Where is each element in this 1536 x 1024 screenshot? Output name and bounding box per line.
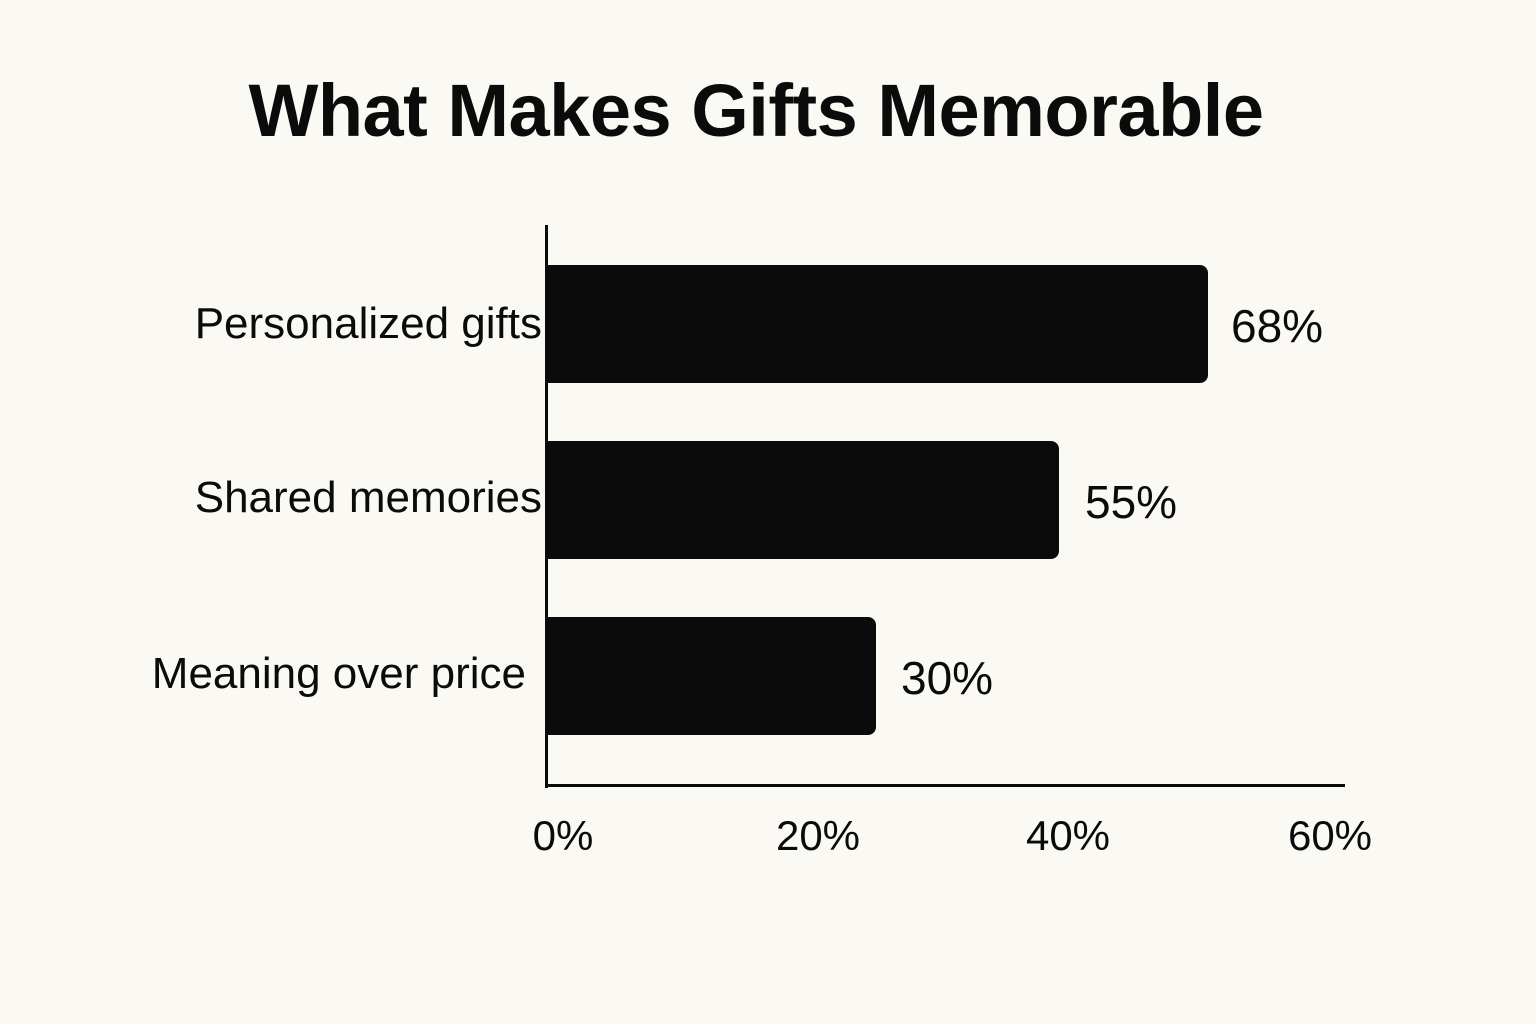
category-label: Shared memories <box>194 473 542 522</box>
chart-title: What Makes Gifts Memorable <box>248 69 1264 152</box>
bar-meaning-over-price <box>547 617 876 735</box>
x-tick-label: 20% <box>775 812 861 859</box>
category-label: Meaning over price <box>151 649 526 698</box>
x-tick-label: 40% <box>1025 812 1111 859</box>
bar-shared-memories <box>547 441 1059 559</box>
x-tick-label: 60% <box>1287 812 1373 859</box>
category-label: Personalized gifts <box>194 299 542 348</box>
bar-personalized-gifts <box>547 265 1208 383</box>
value-label: 55% <box>1085 476 1178 528</box>
x-axis-line <box>545 784 1345 787</box>
value-label: 30% <box>901 652 994 704</box>
value-label: 68% <box>1231 300 1324 352</box>
x-tick-label: 0% <box>532 812 594 859</box>
y-axis-line <box>545 225 548 788</box>
